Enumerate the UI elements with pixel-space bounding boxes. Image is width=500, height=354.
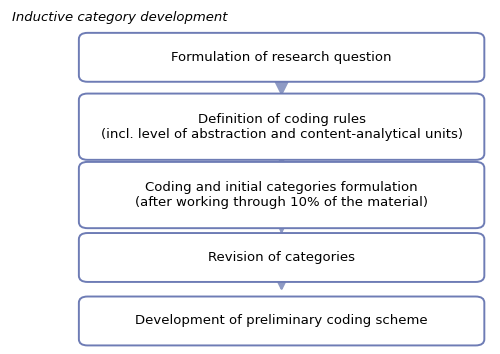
FancyBboxPatch shape: [79, 233, 484, 282]
FancyBboxPatch shape: [79, 297, 484, 346]
Text: Inductive category development: Inductive category development: [12, 11, 228, 24]
Text: Coding and initial categories formulation
(after working through 10% of the mate: Coding and initial categories formulatio…: [135, 181, 428, 209]
FancyBboxPatch shape: [79, 33, 484, 82]
Text: Definition of coding rules
(incl. level of abstraction and content-analytical un: Definition of coding rules (incl. level …: [100, 113, 462, 141]
Text: Revision of categories: Revision of categories: [208, 251, 355, 264]
FancyBboxPatch shape: [79, 93, 484, 160]
Text: Formulation of research question: Formulation of research question: [172, 51, 392, 64]
Text: Development of preliminary coding scheme: Development of preliminary coding scheme: [136, 314, 428, 327]
FancyBboxPatch shape: [79, 162, 484, 228]
